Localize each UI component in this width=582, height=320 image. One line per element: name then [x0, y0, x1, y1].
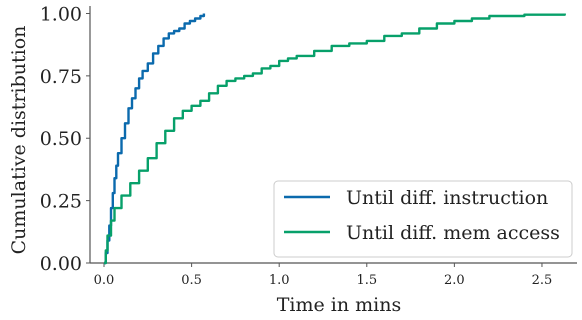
series-line-until-diff-mem-access: [104, 13, 566, 265]
y-tick-label: 0.25: [40, 191, 82, 213]
x-tick-label: 2.0: [444, 273, 465, 288]
series-line-until-diff-instruction: [104, 13, 206, 265]
x-tick-label: 0.5: [181, 273, 202, 288]
y-tick-label: 0.00: [40, 253, 82, 275]
legend: Until diff. instruction Until diff. mem a…: [273, 180, 573, 258]
x-tick-label: 1.0: [269, 273, 290, 288]
legend-label: Until diff. mem access: [346, 222, 560, 244]
y-tick-label: 1.00: [40, 3, 82, 25]
series-layer: [104, 13, 566, 265]
x-tick-label: 1.5: [356, 273, 377, 288]
x-axis-label: Time in mins: [277, 294, 401, 316]
y-tick-label: 0.50: [40, 128, 82, 150]
legend-label: Until diff. instruction: [346, 187, 548, 209]
x-tick-label: 0.0: [94, 273, 115, 288]
y-tick-label: 0.75: [40, 66, 82, 88]
legend-box: [273, 180, 573, 258]
axes: 0.0 0.5 1.0 1.5 2.0 2.5 0.00 0.25 0.50 0.75 1.00: [40, 3, 577, 288]
y-axis-label: Cumulative distribution: [8, 26, 30, 255]
x-tick-label: 2.5: [532, 273, 553, 288]
